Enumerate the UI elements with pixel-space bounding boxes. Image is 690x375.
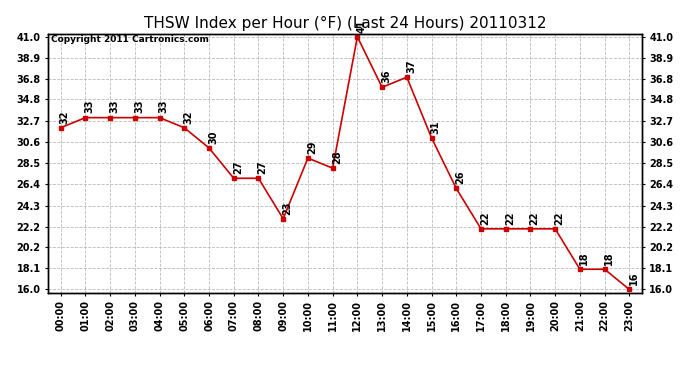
Text: 22: 22 <box>554 211 564 225</box>
Text: 33: 33 <box>109 100 119 114</box>
Text: 18: 18 <box>604 252 614 265</box>
Text: 22: 22 <box>480 211 490 225</box>
Text: 29: 29 <box>307 140 317 154</box>
Text: Copyright 2011 Cartronics.com: Copyright 2011 Cartronics.com <box>51 35 209 44</box>
Text: 27: 27 <box>257 160 268 174</box>
Text: 16: 16 <box>629 272 638 285</box>
Text: 33: 33 <box>159 100 169 114</box>
Text: 32: 32 <box>184 110 193 124</box>
Text: 33: 33 <box>85 100 95 114</box>
Text: 37: 37 <box>406 60 416 73</box>
Text: 27: 27 <box>233 160 243 174</box>
Text: 26: 26 <box>455 171 466 184</box>
Text: 33: 33 <box>134 100 144 114</box>
Text: 32: 32 <box>60 110 70 124</box>
Text: 31: 31 <box>431 120 441 134</box>
Title: THSW Index per Hour (°F) (Last 24 Hours) 20110312: THSW Index per Hour (°F) (Last 24 Hours)… <box>144 16 546 31</box>
Text: 28: 28 <box>332 150 342 164</box>
Text: 18: 18 <box>579 252 589 265</box>
Text: 22: 22 <box>530 211 540 225</box>
Text: 22: 22 <box>505 211 515 225</box>
Text: 30: 30 <box>208 130 218 144</box>
Text: 41: 41 <box>357 19 366 33</box>
Text: 36: 36 <box>382 70 391 83</box>
Text: 23: 23 <box>282 201 293 214</box>
